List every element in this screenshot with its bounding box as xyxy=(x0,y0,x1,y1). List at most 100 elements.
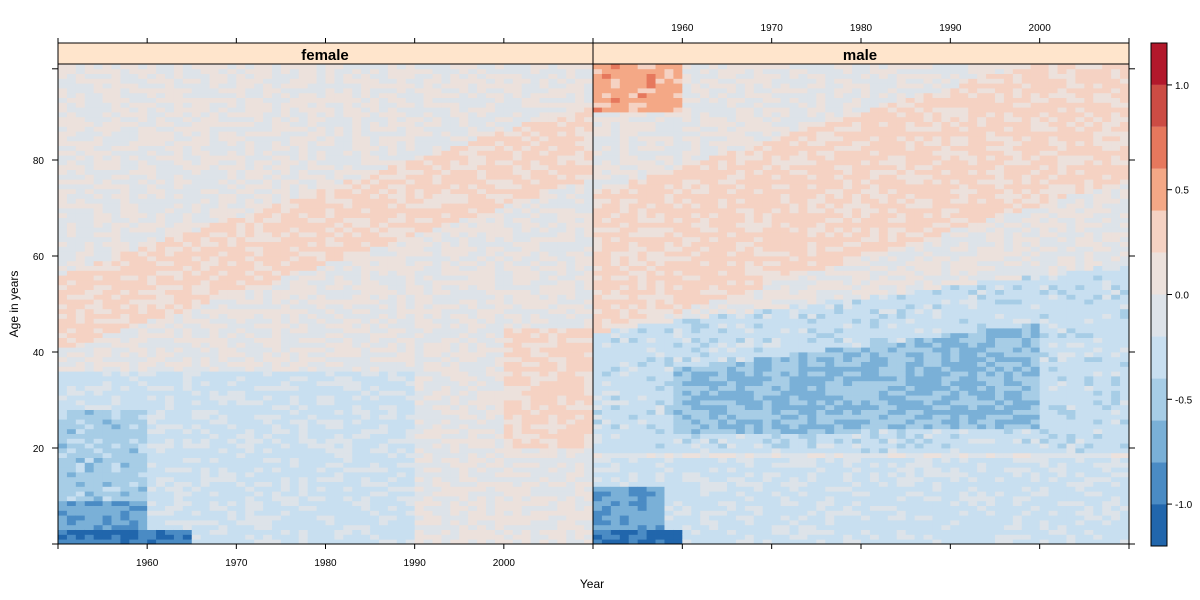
heat-cell xyxy=(236,112,246,118)
heat-cell xyxy=(289,352,300,358)
heat-cell xyxy=(272,500,282,506)
heat-cell xyxy=(138,337,148,343)
heat-cell xyxy=(129,198,139,204)
heat-cell xyxy=(272,433,282,439)
heat-cell xyxy=(361,438,371,444)
heat-cell xyxy=(173,457,184,463)
heat-cell xyxy=(200,539,210,545)
heat-cell xyxy=(227,328,237,334)
heat-cell xyxy=(468,198,478,204)
heat-cell xyxy=(334,438,344,444)
heat-cell xyxy=(289,102,300,108)
heat-cell xyxy=(325,457,335,463)
heat-cell xyxy=(494,222,505,228)
heat-cell xyxy=(182,352,193,358)
heat-cell xyxy=(405,241,416,247)
heat-cell xyxy=(280,83,291,89)
heat-cell xyxy=(289,232,300,238)
heat-cell xyxy=(102,318,112,324)
heat-cell xyxy=(298,356,309,362)
heat-cell xyxy=(325,68,335,74)
heat-cell xyxy=(272,208,282,214)
heat-cell xyxy=(138,352,148,358)
heat-cell xyxy=(459,424,469,430)
heat-cell xyxy=(450,136,460,142)
heat-cell xyxy=(209,313,219,319)
heat-cell xyxy=(102,304,112,310)
heat-cell xyxy=(102,467,112,473)
heat-cell xyxy=(370,280,380,286)
heat-cell xyxy=(379,284,389,290)
heat-cell xyxy=(58,361,68,367)
heat-cell xyxy=(263,347,273,353)
heat-cell xyxy=(111,347,121,353)
heat-cell xyxy=(236,275,246,281)
heat-cell xyxy=(84,217,95,223)
heat-cell xyxy=(200,366,210,372)
heat-cell xyxy=(120,328,130,334)
heat-cell xyxy=(165,212,175,218)
heat-cell xyxy=(316,404,326,410)
heat-cell xyxy=(254,112,264,118)
heat-cell xyxy=(165,227,175,233)
heat-cell xyxy=(218,284,228,290)
heat-cell xyxy=(494,371,505,377)
heat-cell xyxy=(468,174,478,180)
heat-cell xyxy=(75,270,86,276)
heat-cell xyxy=(272,64,282,70)
heat-cell xyxy=(280,515,291,521)
heat-cell xyxy=(343,390,353,396)
heat-cell xyxy=(218,428,228,434)
heat-cell xyxy=(370,462,380,468)
heat-cell xyxy=(218,184,228,190)
heat-cell xyxy=(432,236,442,242)
heat-cell xyxy=(111,520,121,526)
heat-cell xyxy=(156,260,166,266)
heat-cell xyxy=(93,486,103,492)
heat-cell xyxy=(191,179,202,185)
heat-cell xyxy=(396,299,407,305)
heat-cell xyxy=(370,366,380,372)
heat-cell xyxy=(191,107,202,113)
heat-cell xyxy=(494,486,505,492)
heat-cell xyxy=(298,428,309,434)
heat-cell xyxy=(263,385,273,391)
heat-cell xyxy=(325,328,335,334)
heat-cell xyxy=(486,505,496,511)
heat-cell xyxy=(147,352,157,358)
heat-cell xyxy=(459,385,469,391)
heat-cell xyxy=(289,217,300,223)
heat-cell xyxy=(423,203,433,209)
heat-cell xyxy=(387,136,398,142)
heat-cell xyxy=(343,198,353,204)
heat-cell xyxy=(370,472,380,478)
heat-cell xyxy=(432,332,442,338)
heat-cell xyxy=(307,83,317,89)
heat-cell xyxy=(156,534,166,540)
heat-cell xyxy=(93,294,103,300)
heat-cell xyxy=(191,356,202,362)
heat-cell xyxy=(84,390,95,396)
heat-cell xyxy=(129,136,139,142)
heat-cell xyxy=(75,467,86,473)
heat-cell xyxy=(405,251,416,257)
heat-cell xyxy=(147,510,157,516)
heat-cell xyxy=(414,112,424,118)
heat-cell xyxy=(486,448,496,454)
heat-cell xyxy=(459,64,469,70)
heat-cell xyxy=(254,246,264,252)
heat-cell xyxy=(182,419,193,425)
heat-cell xyxy=(325,92,335,98)
heat-cell xyxy=(343,188,353,194)
heat-cell xyxy=(173,107,184,113)
heat-cell xyxy=(486,145,496,151)
heat-cell xyxy=(138,462,148,468)
heat-cell xyxy=(387,414,398,420)
heat-cell xyxy=(200,419,210,425)
heat-cell xyxy=(423,438,433,444)
heat-cell xyxy=(84,395,95,401)
heat-cell xyxy=(254,294,264,300)
heat-cell xyxy=(111,227,121,233)
heat-cell xyxy=(263,371,273,377)
heat-cell xyxy=(396,184,407,190)
